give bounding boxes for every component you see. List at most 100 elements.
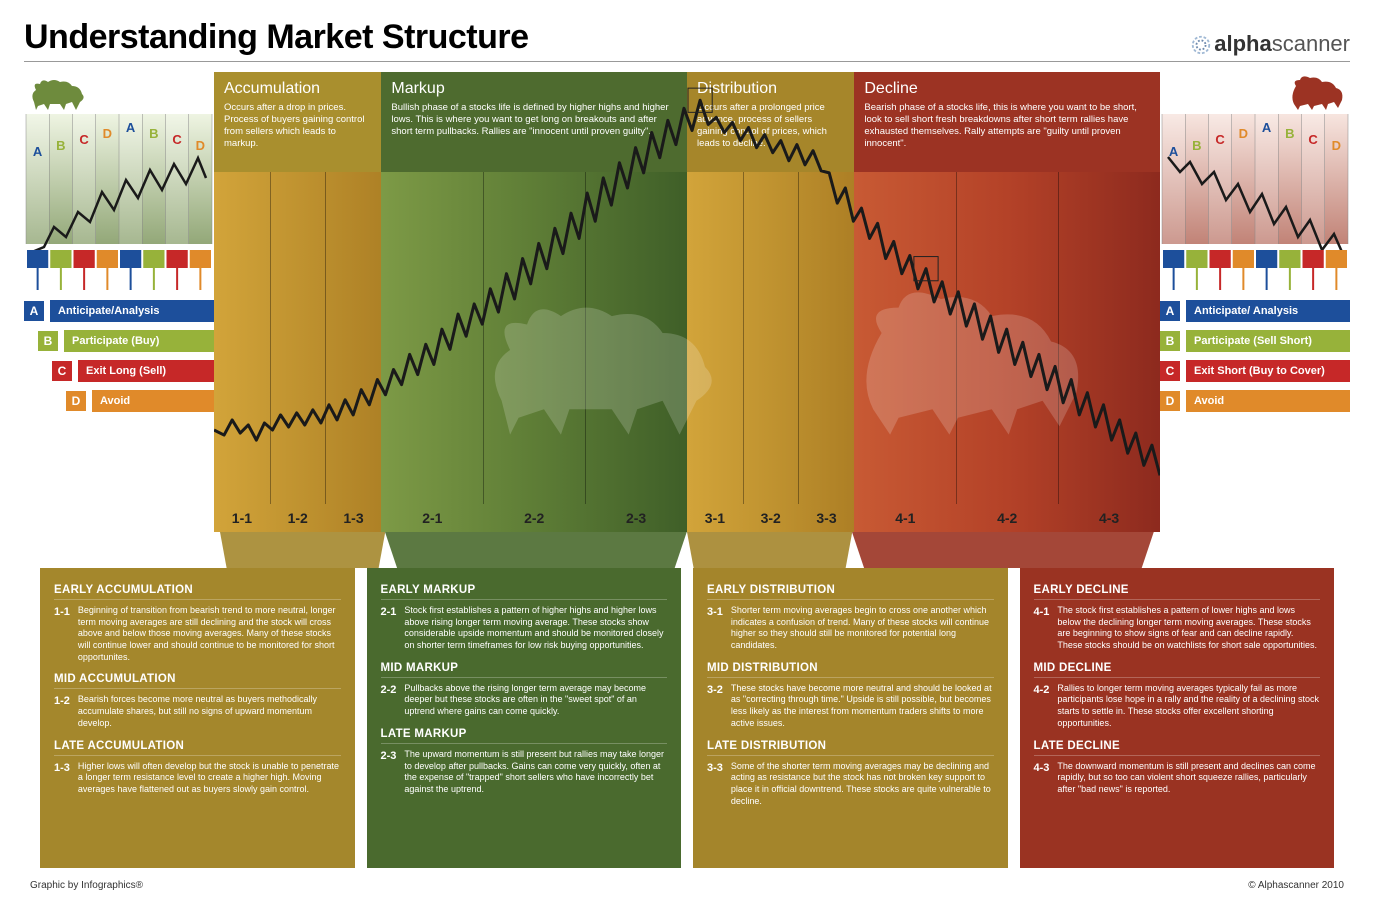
detail-item: 3-2These stocks have become more neutral… bbox=[707, 683, 994, 730]
footer: Graphic by Infographics® © Alphascanner … bbox=[24, 874, 1350, 891]
bear-side-panel: ABCDABCD A Anticipate/ Analysis B Partic… bbox=[1160, 72, 1350, 532]
main-chart-area: ABCDABCD A Anticipate/Analysis B Partici… bbox=[24, 72, 1350, 532]
legend-key: D bbox=[1160, 391, 1180, 411]
phase-markup: Markup Bullish phase of a stocks life is… bbox=[381, 72, 687, 532]
phase-header-dist: Distribution Occurs after a prolonged pr… bbox=[687, 72, 854, 172]
phase-body-accum: 1-11-21-3 bbox=[214, 172, 381, 532]
legend-label: Avoid bbox=[92, 390, 214, 412]
phase-title: Decline bbox=[864, 80, 1150, 98]
detail-item: 1-1Beginning of transition from bearish … bbox=[54, 605, 341, 663]
phase-title: Distribution bbox=[697, 80, 844, 98]
svg-text:C: C bbox=[172, 132, 182, 147]
phase-sublabels: 1-11-21-3 bbox=[214, 510, 381, 526]
phase-desc: Occurs after a drop in prices. Process o… bbox=[224, 102, 371, 150]
svg-text:C: C bbox=[1215, 132, 1225, 147]
legend-key: D bbox=[66, 391, 86, 411]
trapezoid-connectors bbox=[24, 532, 1350, 568]
legend-row-A: A Anticipate/ Analysis bbox=[1160, 298, 1350, 324]
detail-item: 4-2Rallies to longer term moving average… bbox=[1034, 683, 1321, 730]
legend-label: Exit Long (Sell) bbox=[78, 360, 214, 382]
phase-sublabels: 2-12-22-3 bbox=[381, 510, 687, 526]
brand-part-2: scanner bbox=[1272, 31, 1350, 56]
sub-label: 4-3 bbox=[1058, 510, 1160, 526]
svg-text:A: A bbox=[126, 120, 136, 135]
bull-legend: A Anticipate/Analysis B Participate (Buy… bbox=[24, 298, 214, 414]
detail-heading: MID MARKUP bbox=[381, 662, 668, 678]
detail-item: 3-3Some of the shorter term moving avera… bbox=[707, 761, 994, 808]
phase-header-decline: Decline Bearish phase of a stocks life, … bbox=[854, 72, 1160, 172]
detail-heading: MID DECLINE bbox=[1034, 662, 1321, 678]
legend-row-A: A Anticipate/Analysis bbox=[24, 298, 214, 324]
svg-text:C: C bbox=[79, 132, 89, 147]
svg-text:C: C bbox=[1308, 132, 1318, 147]
svg-text:A: A bbox=[33, 144, 43, 159]
sub-label: 1-2 bbox=[270, 510, 326, 526]
detail-heading: LATE MARKUP bbox=[381, 728, 668, 744]
sub-label: 3-1 bbox=[687, 510, 743, 526]
phase-dist: Distribution Occurs after a prolonged pr… bbox=[687, 72, 854, 532]
center-phases: Accumulation Occurs after a drop in pric… bbox=[214, 72, 1160, 532]
phase-title: Markup bbox=[391, 80, 677, 98]
svg-text:D: D bbox=[103, 126, 112, 141]
detail-item: 3-1Shorter term moving averages begin to… bbox=[707, 605, 994, 652]
bear-legend: A Anticipate/ Analysis B Participate (Se… bbox=[1160, 298, 1350, 414]
phase-desc: Occurs after a prolonged price advance, … bbox=[697, 102, 844, 150]
legend-key: A bbox=[1160, 301, 1180, 321]
legend-label: Participate (Buy) bbox=[64, 330, 214, 352]
svg-text:A: A bbox=[1262, 120, 1272, 135]
svg-text:D: D bbox=[1239, 126, 1248, 141]
phase-desc: Bullish phase of a stocks life is define… bbox=[391, 102, 677, 138]
svg-text:D: D bbox=[1332, 138, 1341, 153]
legend-row-C: C Exit Long (Sell) bbox=[52, 358, 214, 384]
legend-row-C: C Exit Short (Buy to Cover) bbox=[1160, 358, 1350, 384]
detail-item: 1-2Bearish forces become more neutral as… bbox=[54, 694, 341, 729]
phase-accum: Accumulation Occurs after a drop in pric… bbox=[214, 72, 381, 532]
legend-key: C bbox=[52, 361, 72, 381]
legend-row-D: D Avoid bbox=[1160, 388, 1350, 414]
bull-side-panel: ABCDABCD A Anticipate/Analysis B Partici… bbox=[24, 72, 214, 532]
phase-body-dist: 3-13-23-3 bbox=[687, 172, 854, 532]
legend-key: C bbox=[1160, 361, 1180, 381]
legend-label: Anticipate/Analysis bbox=[50, 300, 214, 322]
legend-key: A bbox=[24, 301, 44, 321]
svg-text:B: B bbox=[149, 126, 158, 141]
detail-item: 1-3Higher lows will often develop but th… bbox=[54, 761, 341, 796]
legend-key: B bbox=[38, 331, 58, 351]
svg-text:B: B bbox=[1192, 138, 1201, 153]
detail-heading: EARLY MARKUP bbox=[381, 584, 668, 600]
detail-item: 2-1Stock first establishes a pattern of … bbox=[381, 605, 668, 652]
detail-item: 4-3The downward momentum is still presen… bbox=[1034, 761, 1321, 796]
legend-key: B bbox=[1160, 331, 1180, 351]
bear-mini-chart: ABCDABCD bbox=[1160, 72, 1350, 292]
phase-header-accum: Accumulation Occurs after a drop in pric… bbox=[214, 72, 381, 172]
header: Understanding Market Structure alphascan… bbox=[24, 18, 1350, 62]
legend-row-B: B Participate (Sell Short) bbox=[1160, 328, 1350, 354]
sub-label: 3-3 bbox=[799, 510, 855, 526]
detail-heading: EARLY DISTRIBUTION bbox=[707, 584, 994, 600]
detail-cards: EARLY ACCUMULATION 1-1Beginning of trans… bbox=[24, 568, 1350, 868]
legend-row-D: D Avoid bbox=[66, 388, 214, 414]
bull-mini-chart: ABCDABCD bbox=[24, 72, 214, 292]
legend-label: Exit Short (Buy to Cover) bbox=[1186, 360, 1350, 382]
svg-text:B: B bbox=[56, 138, 65, 153]
brand-logo: alphascanner bbox=[1190, 31, 1350, 57]
detail-decline: EARLY DECLINE 4-1The stock first establi… bbox=[1020, 568, 1335, 868]
legend-row-B: B Participate (Buy) bbox=[38, 328, 214, 354]
sub-label: 2-3 bbox=[585, 510, 687, 526]
phase-header-markup: Markup Bullish phase of a stocks life is… bbox=[381, 72, 687, 172]
detail-dist: EARLY DISTRIBUTION 3-1Shorter term movin… bbox=[693, 568, 1008, 868]
svg-text:B: B bbox=[1285, 126, 1294, 141]
phase-desc: Bearish phase of a stocks life, this is … bbox=[864, 102, 1150, 150]
sub-label: 1-1 bbox=[214, 510, 270, 526]
detail-heading: EARLY DECLINE bbox=[1034, 584, 1321, 600]
phase-title: Accumulation bbox=[224, 80, 371, 98]
detail-heading: MID ACCUMULATION bbox=[54, 673, 341, 689]
phase-decline: Decline Bearish phase of a stocks life, … bbox=[854, 72, 1160, 532]
detail-heading: LATE DISTRIBUTION bbox=[707, 740, 994, 756]
svg-text:D: D bbox=[196, 138, 205, 153]
legend-label: Anticipate/ Analysis bbox=[1186, 300, 1350, 322]
sub-label: 3-2 bbox=[743, 510, 799, 526]
sub-label: 1-3 bbox=[326, 510, 382, 526]
detail-heading: EARLY ACCUMULATION bbox=[54, 584, 341, 600]
detail-heading: LATE ACCUMULATION bbox=[54, 740, 341, 756]
